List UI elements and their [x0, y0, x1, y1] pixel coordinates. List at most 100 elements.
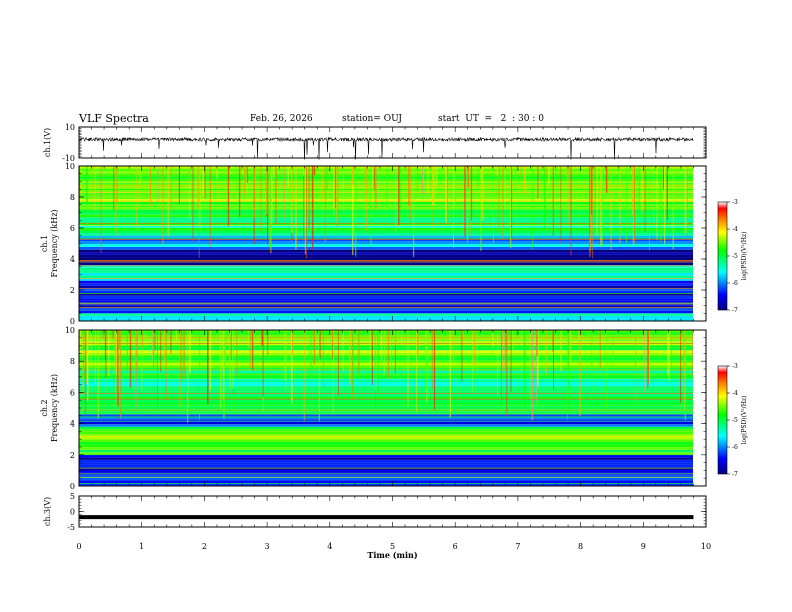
sferic-streak — [632, 166, 634, 216]
spectrogram-line — [79, 374, 693, 375]
sferic-streak — [82, 330, 84, 396]
spectrogram-band — [79, 178, 693, 182]
y-tick-label: 8 — [70, 357, 75, 366]
sferic-streak — [510, 330, 512, 392]
sferic-streak — [664, 166, 666, 244]
start-time-label: start UT = 2 : 30 : 0 — [438, 114, 544, 124]
spectrogram-band — [79, 298, 693, 301]
sferic-streak — [606, 330, 608, 411]
sferic-streak — [567, 166, 569, 224]
x-tick-label: 3 — [265, 542, 270, 551]
sferic-streak — [187, 330, 189, 423]
sferic-streak — [520, 166, 522, 179]
sferic-streak — [497, 330, 499, 397]
sferic-streak — [260, 166, 262, 232]
y-tick-label: 8 — [70, 193, 75, 202]
sferic-streak — [587, 330, 588, 341]
sferic-streak — [592, 166, 594, 259]
spectrogram-line — [79, 476, 693, 478]
spectrogram-band — [79, 414, 693, 417]
x-tick-label: 8 — [578, 542, 583, 551]
sferic-streak — [537, 166, 539, 199]
sferic-streak — [504, 166, 506, 210]
sferic-streak — [232, 330, 234, 389]
ch1-spectrogram — [79, 166, 693, 321]
sferic-streak — [656, 166, 658, 241]
sferic-streak — [684, 330, 686, 421]
sferic-streak — [470, 166, 472, 237]
sferic-streak — [429, 330, 430, 397]
date-label: Feb. 26, 2026 — [250, 114, 313, 124]
spectrogram-band — [79, 260, 693, 263]
sferic-streak — [492, 330, 494, 347]
colorbar: -3 -4 -5 -6 -7 log(PSD)(V²/Hz) — [717, 363, 748, 478]
spectrogram-band — [79, 318, 693, 321]
sferic-streak — [144, 330, 147, 349]
sferic-streak — [116, 166, 119, 205]
sferic-streak — [648, 330, 650, 384]
sferic-streak — [662, 166, 665, 189]
sferic-streak — [352, 330, 354, 398]
sferic-streak — [405, 330, 406, 349]
spectrogram-line — [79, 339, 693, 341]
y-tick-label: 0 — [70, 482, 75, 491]
spectrogram-line — [79, 398, 693, 400]
y-tick-label: 0 — [70, 508, 75, 517]
sferic-streak — [467, 166, 469, 243]
sferic-streak — [318, 330, 320, 422]
sferic-streak — [394, 330, 397, 374]
sferic-streak — [578, 330, 580, 340]
spectrogram-band — [79, 171, 693, 174]
sferic-streak — [119, 330, 120, 347]
spectrogram-band — [79, 459, 693, 463]
sferic-streak — [498, 166, 500, 233]
spectrogram-band — [79, 219, 693, 223]
sferic-streak — [600, 166, 602, 246]
colorbar: -3 -4 -5 -6 -7 log(PSD)(V²/Hz) — [717, 199, 748, 314]
sferic-streak — [321, 166, 323, 201]
colorbar-tick-label: -7 — [732, 307, 738, 314]
sferic-streak — [449, 330, 451, 418]
sferic-streak — [304, 166, 306, 255]
spectrogram-band — [79, 406, 693, 410]
spectrogram-line — [79, 265, 693, 267]
spectrogram-band — [79, 288, 693, 291]
sferic-streak — [570, 166, 572, 256]
sferic-streak — [523, 330, 526, 409]
spectrogram-line — [79, 207, 693, 209]
sferic-streak — [183, 330, 185, 379]
sferic-streak — [553, 330, 554, 390]
y-axis-label: Frequency (kHz) — [50, 209, 59, 277]
sferic-streak — [303, 166, 305, 241]
spectrogram-band — [79, 267, 693, 271]
sferic-streak — [502, 330, 503, 372]
spectrogram-band — [79, 168, 693, 172]
sferic-streak — [546, 166, 548, 176]
spectrogram-band — [79, 313, 693, 316]
sferic-streak — [579, 330, 581, 417]
sferic-streak — [79, 330, 82, 350]
spectrogram-line — [79, 334, 693, 336]
spectrogram-band — [79, 452, 693, 455]
spectrogram-band — [79, 230, 693, 234]
sferic-streak — [94, 166, 96, 213]
sferic-streak — [432, 166, 434, 206]
colorbar-tick-label: -7 — [732, 471, 738, 478]
sferic-streak — [425, 330, 428, 390]
sferic-streak — [683, 330, 685, 377]
sferic-streak — [612, 330, 613, 366]
sferic-streak — [644, 330, 646, 392]
spectrogram-band — [79, 477, 693, 481]
sferic-streak — [482, 166, 484, 221]
sferic-streak — [352, 166, 354, 185]
sferic-streak — [467, 166, 469, 189]
sferic-streak — [199, 166, 201, 229]
spectrogram-line — [79, 278, 693, 279]
sferic-streak — [435, 166, 438, 186]
spectrogram-line — [79, 306, 693, 308]
sferic-streak — [139, 166, 142, 185]
sferic-streak — [97, 330, 99, 419]
spectrogram-band — [79, 217, 693, 220]
spectrogram-band — [79, 214, 693, 218]
spectrogram-band — [79, 330, 693, 333]
